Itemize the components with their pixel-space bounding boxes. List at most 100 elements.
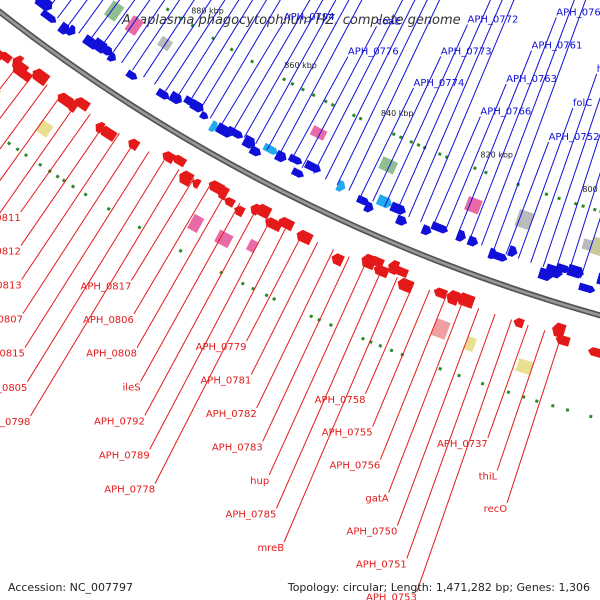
gene-label: APH_0758: [315, 395, 366, 406]
gene-label: mreB: [257, 543, 284, 554]
label-connector-line: [136, 194, 225, 348]
forward-gene-arrow: [287, 153, 303, 165]
label-connector-line: [396, 308, 480, 526]
gene-label: APH_0760: [556, 7, 600, 18]
gene-label: ileS: [123, 383, 141, 394]
scale-tick-label: 840 kbp: [381, 109, 414, 118]
reverse-gene-arrow: [457, 292, 476, 309]
reverse-gene-arrow: [0, 51, 13, 64]
label-connector-line: [468, 17, 557, 242]
label-connector-line: [444, 83, 507, 232]
label-connector-line: [313, 0, 404, 174]
gene-label: hup: [250, 476, 269, 487]
gc-dot: [23, 153, 29, 158]
gene-label: APH_0776: [348, 47, 399, 58]
label-connector-line: [406, 313, 496, 559]
feature-tracks: [0, 0, 600, 419]
feature-block: [214, 229, 234, 249]
forward-gene-arrow: [102, 45, 113, 56]
label-connector-line: [0, 94, 62, 182]
gene-label: APH_0766: [480, 107, 531, 118]
reverse-gene-arrow: [397, 277, 415, 294]
forward-gene-arrow: [555, 263, 571, 274]
label-connector-line: [99, 0, 136, 49]
label-connector-line: [140, 202, 241, 382]
label-connector-line: [20, 123, 106, 246]
forward-gene-arrow: [375, 194, 392, 209]
label-connector-line: [384, 24, 468, 207]
label-connector-line: [154, 0, 212, 85]
forward-gene-arrow: [274, 149, 287, 163]
forward-gene-arrow: [155, 87, 170, 100]
gc-dot: [437, 152, 442, 157]
feature-block: [35, 119, 54, 138]
gc-dot: [309, 314, 314, 319]
forward-gene-arrow: [304, 159, 321, 173]
label-connector-line: [360, 87, 414, 197]
feature-block: [103, 0, 125, 22]
gc-dot: [398, 135, 403, 140]
label-connector-line: [266, 0, 350, 151]
label-connector-line: [301, 26, 378, 169]
gc-dot: [106, 206, 111, 211]
gene-label: hemC: [597, 64, 600, 75]
gc-dot: [38, 162, 43, 167]
gc-dot: [358, 116, 363, 121]
gc-dot: [565, 408, 570, 412]
gc-dot: [592, 207, 597, 212]
gene-label: APH_0737: [437, 439, 488, 450]
gene-label: APH_0763: [506, 74, 557, 85]
label-connector-line: [209, 0, 281, 119]
gc-dot: [83, 192, 88, 197]
reverse-gene-arrow: [588, 347, 600, 358]
gene-label: APH_0753: [366, 593, 417, 600]
forward-gene-arrow: [226, 125, 244, 139]
gene-label: APH_0792: [94, 416, 145, 427]
label-connector-line: [176, 0, 240, 99]
forward-gene-arrow: [507, 245, 518, 257]
reverse-gene-arrow: [256, 203, 273, 220]
backbone-arc-highlight: [0, 10, 600, 317]
gc-dot: [557, 196, 561, 201]
gc-dot: [290, 81, 295, 86]
gc-dot: [534, 399, 539, 403]
label-connector-line: [130, 177, 195, 281]
forward-gene-arrow: [40, 9, 57, 23]
forward-gene-arrow: [492, 251, 508, 262]
feature-block: [309, 125, 328, 141]
gene-label: APH_0779: [196, 342, 247, 353]
label-connector-line: [289, 56, 349, 163]
label-connector-line: [416, 319, 513, 592]
gene-label: APH_0774: [414, 78, 465, 89]
gc-dot: [389, 348, 394, 353]
label-connector-line: [278, 0, 363, 157]
forward-gene-arrow: [57, 21, 70, 35]
label-connector-line: [408, 0, 503, 218]
feature-block: [245, 238, 259, 254]
gene-label: folC: [573, 98, 592, 109]
gc-dot: [581, 204, 585, 208]
label-connector-line: [493, 0, 587, 251]
label-connector-line: [121, 0, 166, 64]
forward-gene-arrow: [208, 120, 218, 132]
feature-block: [124, 15, 144, 36]
gc-dot: [137, 225, 142, 230]
forward-gene-arrow: [395, 214, 407, 226]
label-connector-line: [420, 0, 515, 223]
label-connector-line: [250, 241, 319, 375]
reverse-gene-arrow: [172, 154, 188, 168]
label-connector-line: [480, 0, 575, 246]
gc-dot: [272, 296, 277, 302]
genome-backbone: [0, 8, 600, 319]
reverse-gene-arrow: [433, 287, 449, 300]
reverse-gene-arrow: [32, 68, 51, 87]
label-connector-line: [21, 132, 120, 280]
label-connector-line: [144, 211, 256, 416]
reverse-gene-arrow: [128, 138, 141, 151]
label-connector-line: [396, 0, 491, 213]
label-connector-line: [365, 283, 414, 394]
reverse-gene-arrow: [555, 334, 571, 347]
label-connector-line: [567, 171, 600, 275]
